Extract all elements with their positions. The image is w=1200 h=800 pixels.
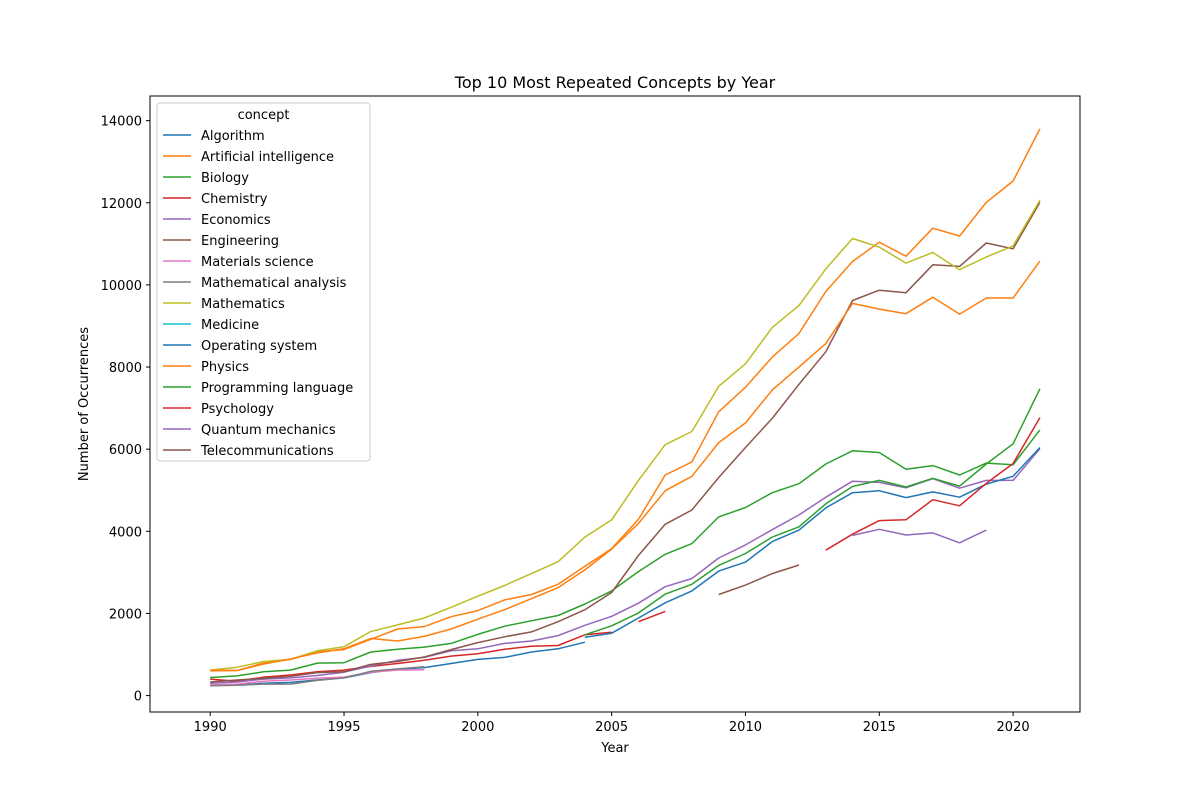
x-tick-label: 1995 [327,720,360,735]
legend-entry: Quantum mechanics [201,423,336,438]
x-tick-label: 1990 [194,720,227,735]
plot-area [210,128,1041,687]
legend-entry: Materials science [201,255,314,270]
y-tick-label: 4000 [109,525,142,540]
series-line-psychology [638,610,666,623]
x-tick-label: 2010 [729,720,762,735]
series-line-materials-science [210,668,425,686]
legend-entry: Psychology [201,402,274,417]
legend-entry: Programming language [201,381,353,396]
series-line-operating-system [584,446,1041,639]
y-tick-label: 6000 [109,443,142,458]
series-line-programming-language [584,388,1041,636]
legend-entry: Chemistry [201,192,268,207]
y-axis-label: Number of Occurrences [77,327,92,481]
legend-entry: Biology [201,171,249,186]
x-tick-label: 2020 [997,720,1030,735]
axes-frame [149,95,1081,713]
legend-entry: Telecommunications [200,444,334,459]
y-tick-label: 14000 [101,115,142,130]
series-line-mathematics [210,199,1041,671]
series-line-mathematical-analysis [210,666,425,687]
x-tick-label: 2015 [863,720,896,735]
legend-title: concept [238,108,290,123]
legend-entry: Economics [201,213,271,228]
legend-entry: Algorithm [201,129,265,144]
legend: concept Algorithm Artificial intelligence B… [156,102,371,462]
legend-entry: Mathematics [201,297,285,312]
series-line-engineering [210,202,1041,683]
x-axis: 1990 1995 2000 2005 2010 2015 2020 [194,712,1030,735]
legend-entry: Engineering [201,234,279,249]
series-line-chemistry [210,631,612,682]
legend-entry: Operating system [201,339,317,354]
y-tick-label: 0 [134,690,142,705]
legend-entry: Artificial intelligence [201,150,334,165]
series-line-physics [210,260,1041,672]
y-tick-label: 12000 [101,197,142,212]
legend-entry: Medicine [201,318,259,333]
series-line-telecommunications [718,564,800,596]
x-axis-label: Year [600,741,629,756]
series-line-psychology [825,417,1041,551]
series-line-biology [210,429,1041,679]
y-axis: 0 2000 4000 6000 8000 10000 12000 14000 [101,115,150,705]
y-tick-label: 10000 [101,279,142,294]
y-tick-label: 2000 [109,607,142,622]
legend-entry: Mathematical analysis [201,276,347,291]
x-tick-label: 2000 [461,720,494,735]
x-tick-label: 2005 [595,720,628,735]
legend-box [156,102,371,462]
series-line-quantum-mechanics [852,528,987,544]
y-tick-label: 8000 [109,361,142,376]
legend-entry: Physics [201,360,249,375]
chart-title: Top 10 Most Repeated Concepts by Year [454,73,776,92]
